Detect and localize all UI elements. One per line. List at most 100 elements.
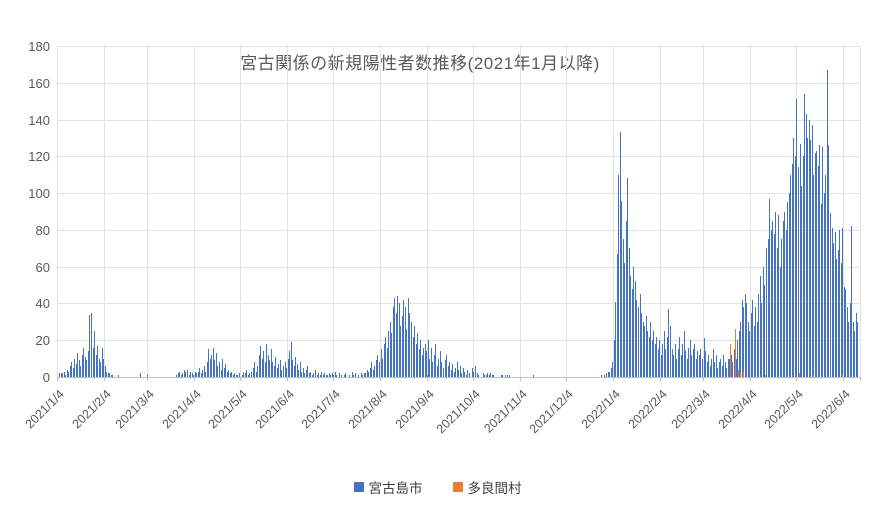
- bar-tarama: [812, 375, 814, 377]
- gridline-horizontal: [57, 340, 860, 342]
- bar-miyakojima: [354, 373, 356, 377]
- bar-miyakojima: [391, 332, 393, 377]
- x-tick-mark: [660, 377, 662, 381]
- y-tick-label: 0: [42, 370, 50, 385]
- bar-miyakojima: [732, 362, 734, 377]
- bar-miyakojima: [229, 373, 231, 377]
- bar-miyakojima: [194, 371, 196, 377]
- gridline-vertical: [332, 46, 334, 377]
- bar-miyakojima: [705, 351, 707, 377]
- bar-miyakojima: [339, 373, 341, 377]
- bar-miyakojima: [842, 228, 844, 377]
- bar-miyakojima: [484, 375, 486, 377]
- bar-miyakojima: [506, 375, 508, 377]
- bar-miyakojima: [610, 367, 612, 377]
- bar-miyakojima: [188, 375, 190, 377]
- bar-miyakojima: [674, 343, 676, 377]
- bar-miyakojima: [665, 349, 667, 377]
- bar-miyakojima: [305, 369, 307, 377]
- bar-miyakojima: [308, 373, 310, 377]
- bar-miyakojima: [755, 307, 757, 377]
- bar-miyakojima: [488, 375, 490, 377]
- bar-miyakojima: [378, 362, 380, 377]
- y-tick-label: 160: [28, 75, 50, 91]
- bar-miyakojima: [823, 193, 825, 377]
- bar-miyakojima: [183, 369, 185, 377]
- bar-miyakojima: [398, 303, 400, 377]
- bar-miyakojima: [458, 369, 460, 377]
- bar-miyakojima: [634, 281, 636, 377]
- gridline-vertical: [287, 46, 289, 377]
- x-tick-mark: [703, 377, 705, 381]
- bar-miyakojima: [222, 358, 224, 377]
- bar-miyakojima: [340, 375, 342, 377]
- bar-miyakojima: [781, 239, 783, 377]
- x-tick-mark: [194, 377, 196, 381]
- bar-miyakojima: [772, 220, 774, 377]
- bar-miyakojima: [831, 228, 833, 377]
- bar-miyakojima: [648, 336, 650, 377]
- x-axis-line: [57, 377, 861, 378]
- bar-miyakojima: [668, 309, 670, 377]
- bar-miyakojima: [118, 375, 120, 377]
- bar-miyakojima: [424, 343, 426, 377]
- bar-miyakojima: [633, 266, 635, 377]
- bar-miyakojima: [276, 367, 278, 377]
- bar-miyakojima: [62, 373, 64, 377]
- bar-miyakojima: [321, 371, 323, 377]
- bar-miyakojima: [714, 362, 716, 377]
- bar-miyakojima: [414, 325, 416, 377]
- bar-miyakojima: [776, 248, 778, 377]
- bar-miyakojima: [607, 371, 609, 377]
- bar-miyakojima: [618, 174, 620, 377]
- bar-miyakojima: [109, 373, 111, 377]
- y-tick-label: 40: [35, 296, 50, 312]
- bar-miyakojima: [779, 266, 781, 377]
- bar-miyakojima: [689, 340, 691, 377]
- bar-miyakojima: [761, 303, 763, 377]
- bar-miyakojima: [645, 316, 647, 377]
- bar-miyakojima: [147, 375, 149, 377]
- bar-miyakojima: [631, 288, 633, 377]
- bar-miyakojima: [89, 314, 91, 377]
- bar-miyakojima: [852, 321, 854, 377]
- bar-miyakojima: [435, 343, 437, 377]
- x-tick-mark: [860, 377, 861, 381]
- gridline-vertical: [146, 46, 148, 377]
- bar-miyakojima: [318, 373, 320, 377]
- bar-miyakojima: [784, 211, 786, 377]
- bar-miyakojima: [452, 364, 454, 377]
- y-tick-label: 140: [28, 112, 50, 128]
- bar-miyakojima: [673, 354, 675, 377]
- bar-miyakojima: [220, 369, 222, 377]
- bar-miyakojima: [193, 375, 195, 377]
- bar-miyakojima: [66, 369, 68, 377]
- bar-miyakojima: [258, 354, 260, 377]
- bar-tarama: [730, 343, 732, 377]
- bar-miyakojima: [225, 364, 227, 377]
- bar-miyakojima: [825, 174, 827, 377]
- bar-miyakojima: [325, 375, 327, 377]
- bar-miyakojima: [723, 354, 725, 377]
- bar-miyakojima: [336, 375, 338, 377]
- bar-miyakojima: [81, 354, 83, 377]
- bar-miyakojima: [449, 362, 451, 377]
- bar-miyakojima: [735, 358, 737, 377]
- bar-miyakojima: [196, 373, 198, 377]
- legend-label-miyakojima: 宮古島市: [368, 481, 423, 496]
- bar-miyakojima: [254, 362, 256, 377]
- bar-miyakojima: [851, 226, 853, 377]
- bar-miyakojima: [292, 360, 294, 377]
- bar-miyakojima: [80, 366, 82, 377]
- bar-miyakojima: [418, 349, 420, 377]
- bar-miyakojima: [624, 263, 626, 377]
- bar-miyakojima: [698, 354, 700, 377]
- bar-miyakojima: [426, 351, 428, 377]
- bar-miyakojima: [77, 353, 79, 377]
- bar-miyakojima: [368, 371, 370, 377]
- y-tick-label: 80: [35, 222, 50, 238]
- bar-miyakojima: [362, 375, 364, 377]
- bar-miyakojima: [348, 375, 350, 377]
- bar-miyakojima: [421, 354, 423, 377]
- x-tick-label: 2021/7/4: [298, 387, 343, 432]
